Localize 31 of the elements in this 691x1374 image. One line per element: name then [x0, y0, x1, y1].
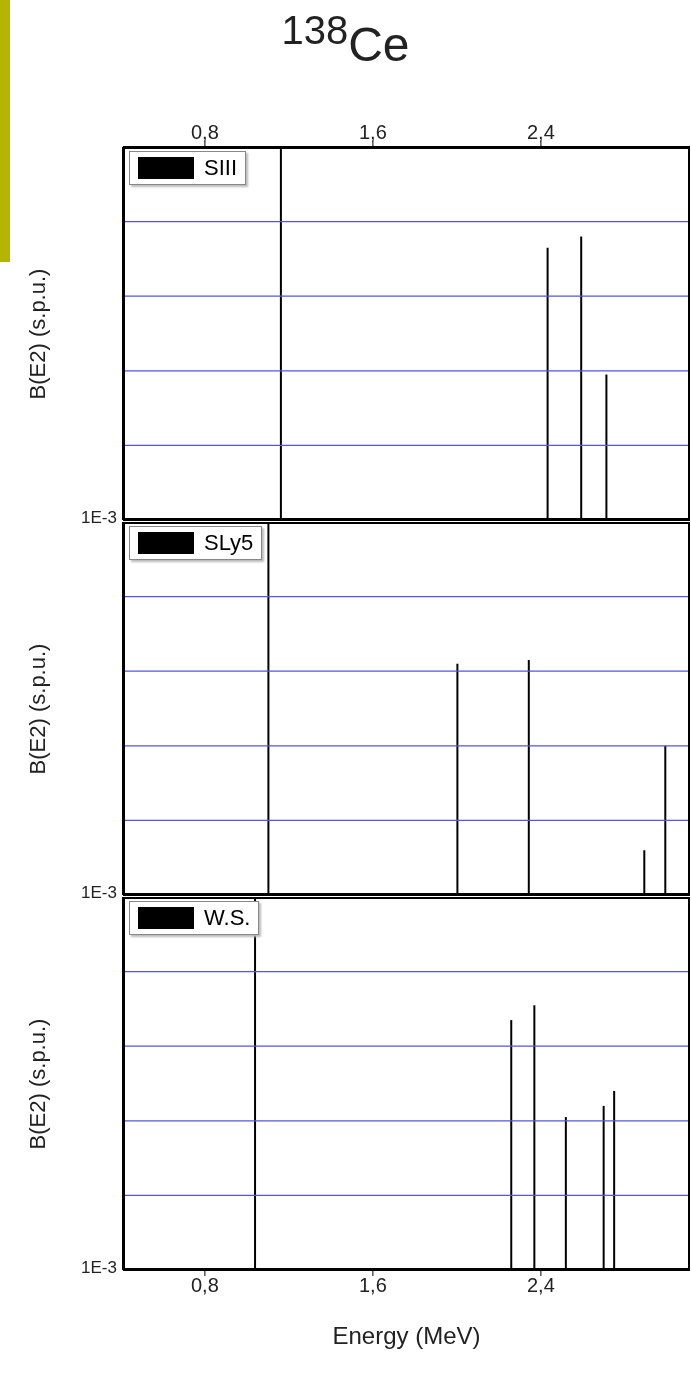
bar [456, 663, 459, 895]
y-axis-title: B(E2) (s.p.u.) [25, 1018, 51, 1149]
bar [267, 522, 270, 895]
legend-label: SLy5 [204, 530, 254, 556]
y-axis-title: B(E2) (s.p.u.) [25, 643, 51, 774]
bar [546, 247, 549, 520]
x-axis-title: Energy (MeV) [331, 1322, 482, 1350]
x2-tick-label: 1,6 [358, 121, 387, 143]
bar [643, 850, 646, 895]
x-tick-label: 1,6 [358, 1274, 387, 1297]
bar [613, 1090, 616, 1270]
x-tick-label: 2,4 [526, 1274, 555, 1297]
bar [527, 660, 530, 895]
x2-tick-label: 0,8 [190, 121, 219, 143]
bar [279, 147, 282, 520]
legend-label: SIII [204, 155, 238, 181]
chart-title: $^{138}$Ce [280, 8, 411, 72]
text: 1E-3 [80, 508, 117, 528]
bar [664, 745, 667, 895]
bar [580, 236, 583, 520]
legend-label: W.S. [204, 905, 251, 931]
bar [510, 1020, 513, 1270]
bar [602, 1105, 605, 1270]
y-axis-title: B(E2) (s.p.u.) [25, 268, 51, 399]
text: 1E-3 [80, 883, 117, 903]
bar [533, 1005, 536, 1270]
bar [564, 1117, 567, 1270]
text: 1E-3 [80, 1258, 117, 1278]
x-tick-label: 0,8 [190, 1274, 219, 1297]
x2-tick-label: 2,4 [526, 121, 555, 143]
bar [605, 374, 608, 520]
